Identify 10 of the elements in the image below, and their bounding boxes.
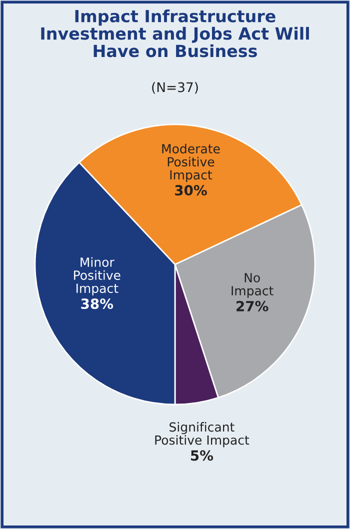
slice-label: Significant Positive Impact: [155, 422, 250, 448]
slice-label: Minor Positive Impact: [74, 257, 120, 296]
data-label: 27%: [236, 300, 268, 312]
slice-label: Moderate Positive Impact: [162, 144, 220, 182]
data-label: 5%: [191, 450, 214, 461]
data-label: 30%: [175, 185, 207, 196]
chart-title: Impact Infrastructure Investment and Jobs Act Will Have on Business: [41, 10, 309, 58]
data-label: 38%: [81, 298, 114, 309]
slice-label: No Impact: [232, 273, 274, 298]
chart-subtitle: (N=37): [152, 82, 198, 94]
